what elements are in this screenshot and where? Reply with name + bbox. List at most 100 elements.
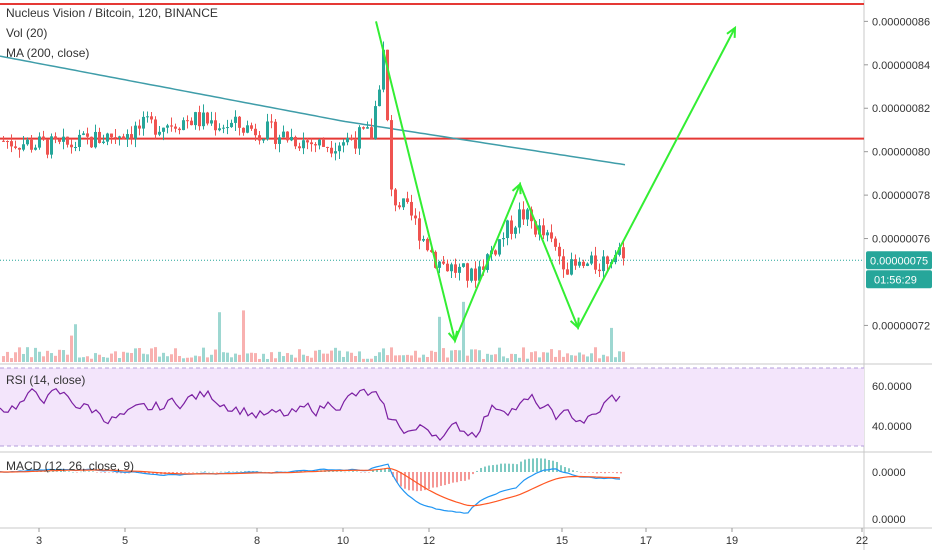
- candle-body: [166, 125, 169, 128]
- macd-histogram-bar: [176, 472, 178, 474]
- macd-label: MACD (12, 26, close, 9): [6, 459, 135, 473]
- candle-body: [122, 136, 125, 140]
- volume-bar: [202, 347, 205, 362]
- candle-body: [546, 232, 549, 236]
- macd-histogram-bar: [436, 472, 438, 488]
- macd-histogram-bar: [104, 472, 106, 473]
- rsi-label: RSI (14, close): [6, 373, 86, 387]
- candle-body: [562, 256, 565, 270]
- volume-bar: [78, 357, 81, 362]
- volume-bar: [334, 347, 337, 362]
- candle-body: [82, 133, 85, 135]
- volume-bar: [622, 351, 625, 362]
- ma200-line: [0, 55, 626, 166]
- volume-bar: [182, 358, 185, 362]
- candle-body: [602, 256, 605, 272]
- volume-bar: [66, 354, 69, 362]
- macd-histogram-bar: [452, 472, 454, 483]
- candle-body: [94, 131, 97, 148]
- candle-body: [250, 125, 253, 129]
- candle-body: [314, 144, 317, 146]
- rsi-band: [0, 368, 864, 446]
- candle-body: [130, 134, 133, 139]
- current-price-text: 0.00000075: [870, 255, 928, 267]
- candle-body: [198, 112, 201, 127]
- volume-bar: [606, 356, 609, 362]
- macd-histogram-bar: [196, 471, 198, 473]
- volume-bar: [414, 350, 417, 362]
- price-tick-label: 0.00000086: [872, 16, 930, 28]
- candle-body: [614, 254, 617, 263]
- volume-bar: [534, 351, 537, 362]
- macd-histogram-bar: [548, 460, 550, 472]
- candle-body: [462, 263, 465, 267]
- candle-body: [150, 116, 153, 120]
- candle-body: [598, 269, 601, 272]
- volume-bar: [34, 347, 37, 362]
- volume-bar: [590, 353, 593, 362]
- macd-histogram-bar: [384, 468, 386, 472]
- candle-body: [514, 227, 517, 234]
- candle-body: [34, 147, 37, 150]
- candle-body: [326, 146, 329, 148]
- candle-body: [54, 136, 57, 140]
- macd-histogram-bar: [552, 460, 554, 472]
- volume-bar: [170, 354, 173, 362]
- candle-body: [210, 120, 213, 124]
- candle-body: [114, 137, 117, 139]
- macd-histogram-bar: [144, 472, 146, 474]
- candle-body: [430, 250, 433, 252]
- macd-histogram-bar: [456, 472, 458, 483]
- volume-bar: [262, 353, 265, 362]
- candle-body: [570, 259, 573, 275]
- volume-bar: [394, 355, 397, 362]
- macd-histogram-bar: [540, 458, 542, 472]
- macd-histogram-bar: [356, 471, 358, 472]
- volume-bar: [614, 357, 617, 362]
- volume-bar: [498, 347, 501, 362]
- volume-bar: [582, 354, 585, 362]
- candle-body: [354, 139, 357, 149]
- volume-bar: [618, 351, 621, 362]
- macd-histogram-bar: [300, 470, 302, 472]
- candle-body: [158, 131, 161, 135]
- macd-histogram-bar: [404, 472, 406, 489]
- macd-histogram-bar: [304, 470, 306, 472]
- macd-histogram-bar: [504, 463, 506, 472]
- candle-body: [262, 139, 265, 141]
- volume-bar: [138, 348, 141, 362]
- volume-bar: [314, 350, 317, 362]
- macd-histogram-bar: [348, 471, 350, 473]
- macd-histogram-bar: [336, 471, 338, 472]
- volume-bar: [286, 353, 289, 362]
- volume-bar: [118, 358, 121, 362]
- countdown-badge: [866, 270, 932, 289]
- current-price-badge: [866, 251, 932, 270]
- candle-body: [46, 139, 49, 155]
- macd-histogram-bar: [580, 472, 582, 473]
- volume-bar: [298, 349, 301, 362]
- macd-histogram-bar: [440, 472, 442, 486]
- volume-bar: [322, 353, 325, 362]
- macd-histogram-bar: [416, 472, 418, 492]
- candle-body: [306, 140, 309, 143]
- volume-bar: [234, 353, 237, 362]
- volume-bar: [274, 358, 277, 362]
- macd-histogram-bar: [596, 472, 598, 474]
- macd-histogram-bar: [460, 472, 462, 482]
- macd-histogram-bar: [376, 469, 378, 472]
- candle-body: [418, 218, 421, 241]
- candle-body: [406, 198, 409, 202]
- candle-body: [22, 144, 25, 150]
- macd-histogram-bar: [560, 465, 562, 472]
- annotation-arrow: [375, 21, 737, 344]
- candle-body: [58, 139, 61, 142]
- volume-bar: [486, 353, 489, 362]
- volume-bar: [474, 349, 477, 362]
- candle-body: [26, 139, 29, 145]
- volume-bar: [226, 352, 229, 362]
- volume-bar: [10, 358, 13, 362]
- candle-body: [70, 144, 73, 148]
